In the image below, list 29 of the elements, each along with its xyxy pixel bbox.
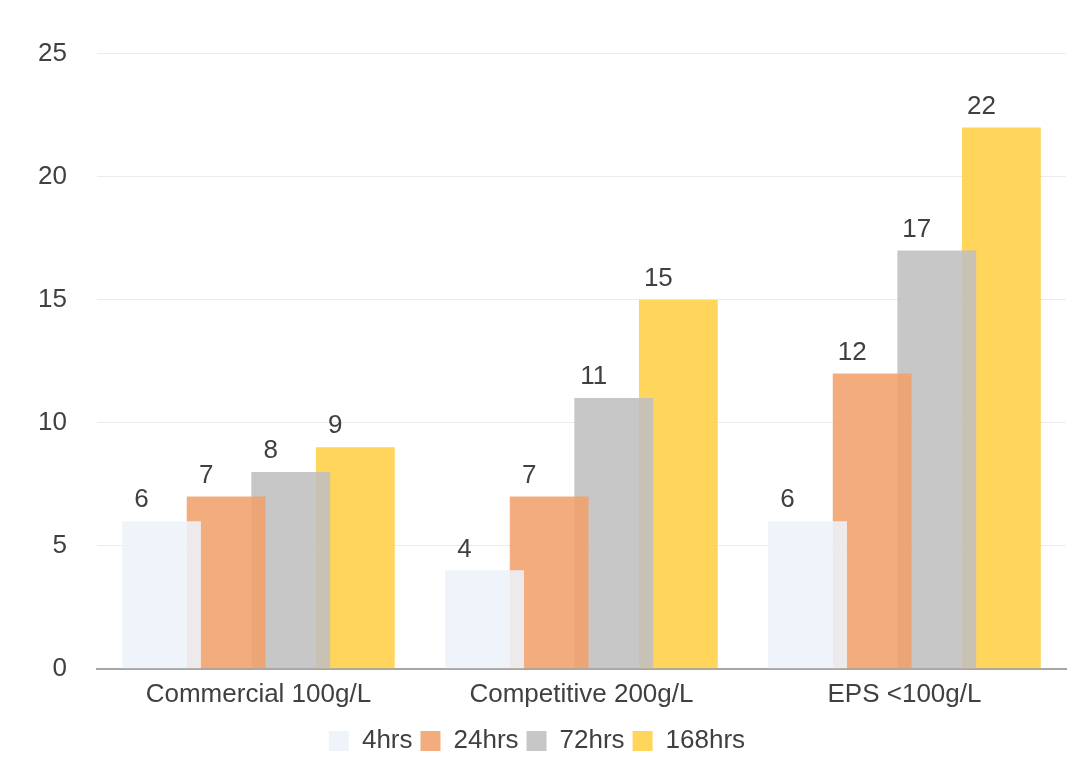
data-label: 11 bbox=[580, 360, 608, 391]
data-label: 15 bbox=[643, 261, 673, 292]
y-tick-label: 25 bbox=[38, 36, 67, 67]
bar bbox=[445, 570, 524, 669]
x-tick-label: Competitive 200g/L bbox=[469, 677, 694, 708]
y-tick-label: 5 bbox=[52, 528, 67, 559]
data-label: 6 bbox=[134, 483, 149, 514]
data-label: 12 bbox=[837, 335, 867, 366]
legend-label: 24hrs bbox=[453, 724, 519, 755]
bar bbox=[768, 521, 847, 669]
legend-label: 168hrs bbox=[665, 724, 746, 755]
data-label: 4 bbox=[457, 532, 472, 563]
data-label: 9 bbox=[328, 409, 343, 440]
y-tick-label: 20 bbox=[38, 159, 67, 190]
data-label: 6 bbox=[780, 483, 795, 514]
data-label: 7 bbox=[198, 458, 214, 489]
bar bbox=[122, 521, 201, 669]
data-label: 7 bbox=[521, 458, 537, 489]
data-label: 17 bbox=[902, 212, 932, 243]
data-label: 22 bbox=[966, 89, 996, 120]
y-tick-label: 0 bbox=[52, 651, 67, 682]
y-tick-label: 15 bbox=[38, 282, 67, 313]
legend-label: 4hrs bbox=[361, 724, 413, 755]
y-tick-label: 10 bbox=[38, 405, 67, 436]
x-tick-label: EPS <100g/L bbox=[827, 677, 982, 708]
data-label: 8 bbox=[263, 434, 278, 465]
legend-label: 72hrs bbox=[559, 724, 625, 755]
x-tick-label: Commercial 100g/L bbox=[145, 677, 372, 708]
bar bbox=[832, 373, 912, 669]
